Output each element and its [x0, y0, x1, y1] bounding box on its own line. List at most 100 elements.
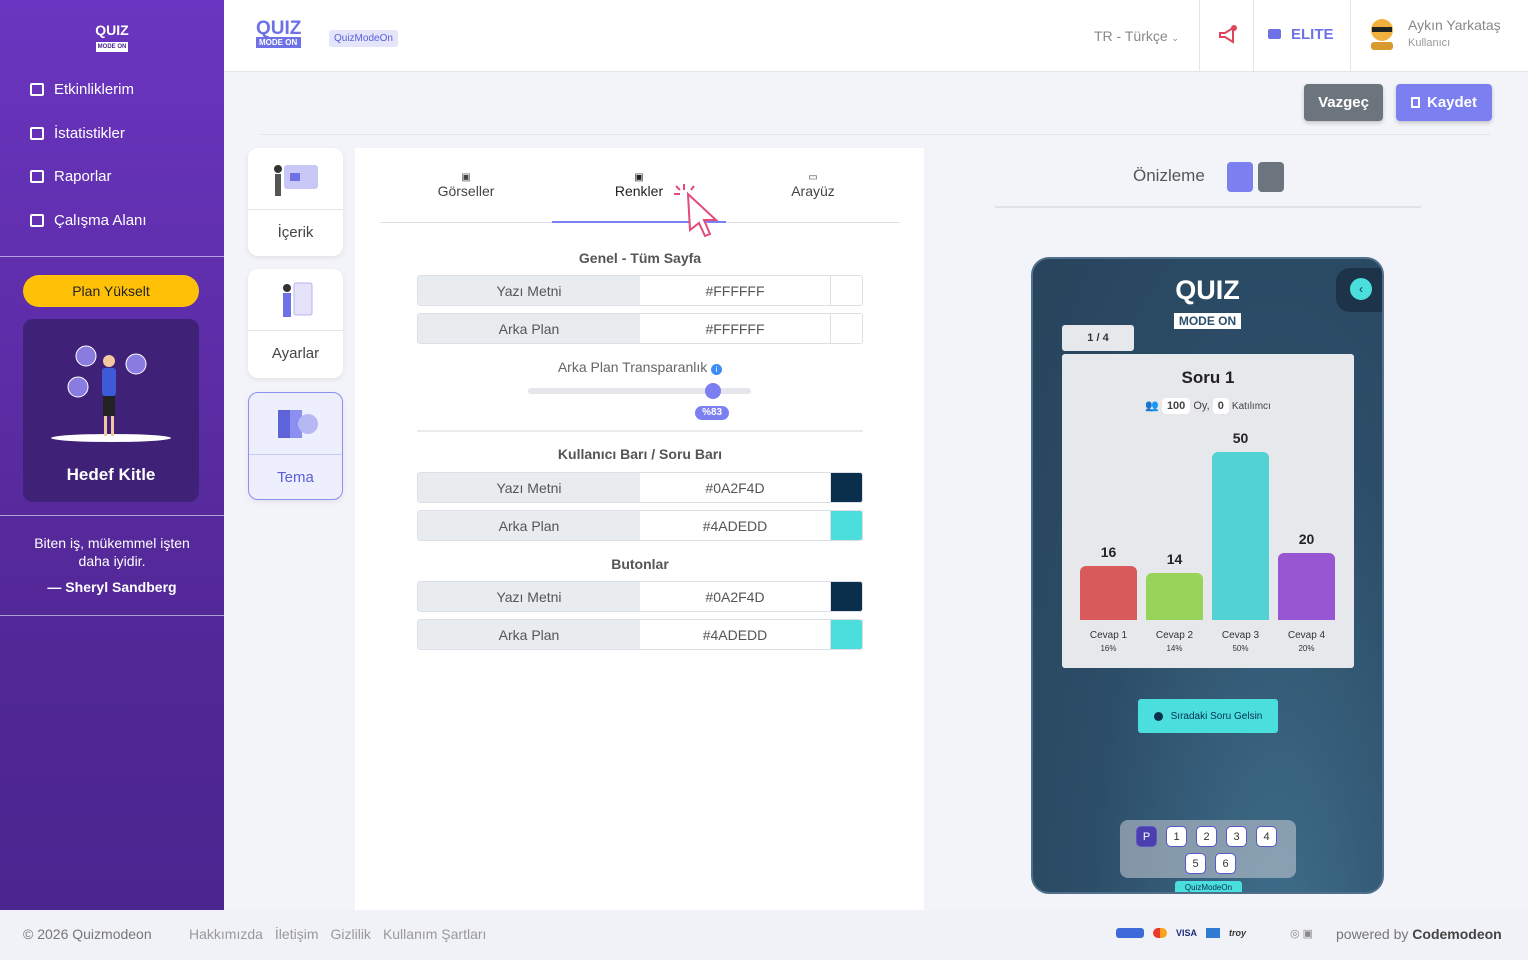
- step-card[interactable]: Ayarlar: [248, 269, 343, 378]
- amex-logo: [1206, 928, 1221, 938]
- menu-item[interactable]: Raporlar: [30, 168, 112, 185]
- page-button[interactable]: 5: [1185, 853, 1206, 874]
- step-label: Ayarlar: [271, 345, 320, 362]
- tab[interactable]: ▣ Görseller: [380, 172, 552, 199]
- bar: [1278, 552, 1335, 620]
- tab-active[interactable]: ▣ Renkler: [553, 172, 725, 199]
- caret: ⌄: [1171, 33, 1180, 43]
- page-button[interactable]: P: [1136, 826, 1157, 847]
- menu-label: İstatistikler: [54, 125, 125, 142]
- audience-card[interactable]: Hedef Kitle: [23, 319, 199, 502]
- bar-percent: 20%: [1298, 644, 1315, 653]
- color-row[interactable]: Yazı Metni #0A2F4D: [417, 472, 863, 503]
- row-value: #FFFFFF: [640, 314, 831, 343]
- section-title: Genel - Tüm Sayfa: [578, 250, 702, 266]
- page-button[interactable]: 3: [1226, 826, 1247, 847]
- tab[interactable]: ▭ Arayüz: [727, 172, 899, 199]
- bar: [1080, 566, 1137, 620]
- step-label: Tema: [277, 469, 314, 486]
- row-value: #0A2F4D: [640, 582, 831, 611]
- logo-bottom: MODE ON: [256, 37, 302, 48]
- swatch[interactable]: [831, 582, 862, 611]
- color-row[interactable]: Arka Plan #4ADEDD: [417, 510, 863, 541]
- row-value: #4ADEDD: [640, 620, 831, 649]
- transparency-slider[interactable]: [528, 383, 751, 399]
- slider-value: %83: [695, 406, 730, 420]
- footer-link[interactable]: Gizlilik: [330, 926, 371, 942]
- row-label: Yazı Metni: [418, 473, 640, 502]
- logo-bottom: MODE ON: [95, 42, 129, 52]
- upgrade-button[interactable]: Plan Yükselt: [23, 275, 199, 307]
- section-title: Kullanıcı Barı / Soru Barı: [557, 446, 723, 462]
- logo-top: QUIZ: [95, 22, 129, 38]
- swatch[interactable]: [831, 314, 862, 343]
- announcement-icon[interactable]: [1217, 24, 1239, 46]
- step-card[interactable]: İçerik: [248, 148, 343, 256]
- slider-thumb[interactable]: [705, 383, 722, 399]
- sidebar-logo[interactable]: QUIZ MODE ON: [0, 22, 224, 52]
- back-button[interactable]: ‹: [1350, 278, 1372, 300]
- bar-percent: 16%: [1100, 644, 1117, 653]
- plan[interactable]: ELITE: [1268, 26, 1334, 43]
- bar-percent: 50%: [1232, 644, 1249, 653]
- avatar[interactable]: [1368, 16, 1396, 50]
- divider: [0, 515, 224, 516]
- social-icons[interactable]: ◎ ▣: [1290, 928, 1314, 940]
- mobile-view-button[interactable]: [1227, 162, 1253, 192]
- color-row[interactable]: Arka Plan #4ADEDD: [417, 619, 863, 650]
- separator: [1253, 0, 1254, 72]
- divider: [0, 615, 224, 616]
- phone-preview: QUIZ MODE ON ‹ 1 / 4 Soru 1 👥 100 Oy, 0 …: [1031, 257, 1384, 894]
- divider: [0, 256, 224, 257]
- page-counter: 1 / 4: [1062, 325, 1134, 351]
- menu-item[interactable]: Çalışma Alanı: [30, 212, 147, 229]
- quote-author: — Sheryl Sandberg: [47, 579, 177, 595]
- next-question-button[interactable]: Sıradaki Soru Gelsin: [1138, 699, 1278, 733]
- row-label: Yazı Metni: [418, 582, 640, 611]
- user-name: Aykın Yarkataş: [1408, 17, 1501, 33]
- cancel-button[interactable]: Vazgeç: [1304, 84, 1383, 121]
- language-select[interactable]: TR - Türkçe ⌄: [1094, 28, 1179, 44]
- back-tab[interactable]: ‹: [1336, 268, 1382, 312]
- footer: © 2026 Quizmodeon Hakkımızda İletişim Gizl…: [0, 910, 1528, 960]
- page-button[interactable]: 1: [1166, 826, 1187, 847]
- save-button[interactable]: Kaydet: [1396, 84, 1492, 121]
- bar-value: 16: [1100, 544, 1117, 561]
- swatch[interactable]: [831, 620, 862, 649]
- participants: 0: [1212, 398, 1229, 414]
- header: QUIZ MODE ON QuizModeOn TR - Türkçe ⌄ EL…: [224, 0, 1528, 72]
- color-row[interactable]: Yazı Metni #FFFFFF: [417, 275, 863, 306]
- page-button[interactable]: 4: [1256, 826, 1277, 847]
- bar: [1146, 572, 1203, 620]
- page-button[interactable]: 2: [1196, 826, 1217, 847]
- footer-link[interactable]: Kullanım Şartları: [382, 926, 487, 942]
- swatch[interactable]: [831, 473, 862, 502]
- color-row[interactable]: Arka Plan #FFFFFF: [417, 313, 863, 344]
- menu-item[interactable]: Etkinliklerim: [30, 81, 134, 98]
- next-label: Sıradaki Soru Gelsin: [1170, 710, 1263, 722]
- swatch[interactable]: [831, 276, 862, 305]
- step-card-active[interactable]: Tema: [248, 392, 343, 500]
- footer-link[interactable]: Hakkımızda: [189, 926, 263, 942]
- people-icon: 👥: [1145, 400, 1159, 412]
- footer-links: Hakkımızda İletişim Gizlilik Kullanım Şartl…: [189, 926, 486, 942]
- bar-percent: 14%: [1166, 644, 1183, 653]
- tab-indicator: [552, 221, 726, 223]
- separator: [1199, 0, 1200, 72]
- color-row[interactable]: Yazı Metni #0A2F4D: [417, 581, 863, 612]
- brand-tag: QuizModeOn: [1175, 881, 1242, 892]
- step-illustration: [248, 148, 343, 210]
- header-logo[interactable]: QUIZ MODE ON: [256, 18, 302, 48]
- slider-fill: [528, 388, 714, 394]
- payment-logos: VISA troy: [1116, 928, 1246, 938]
- separator: [1350, 0, 1351, 72]
- desktop-view-button[interactable]: [1258, 162, 1284, 192]
- row-value: #FFFFFF: [640, 276, 831, 305]
- logo-top: QUIZ: [256, 18, 302, 39]
- footer-link[interactable]: İletişim: [274, 926, 319, 942]
- page-button[interactable]: 6: [1215, 853, 1236, 874]
- bar-category: Cevap 3: [1221, 630, 1260, 641]
- swatch[interactable]: [831, 511, 862, 540]
- menu-item[interactable]: İstatistikler: [30, 125, 125, 142]
